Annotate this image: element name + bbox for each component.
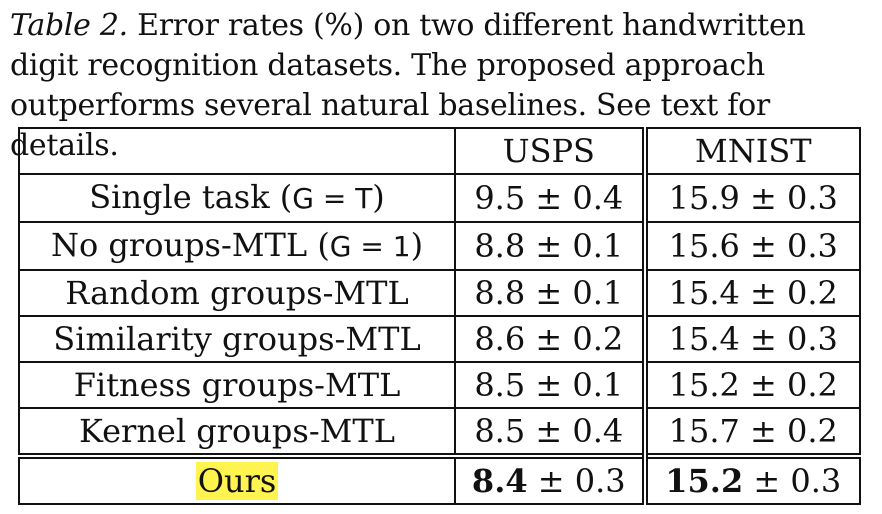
usps-cell: 8.8 ± 0.1 xyxy=(454,269,648,317)
usps-std: ± 0.4 xyxy=(525,179,624,217)
method-cell-ours: Ours xyxy=(17,453,457,505)
mnist-cell: 15.6 ± 0.3 xyxy=(643,221,862,271)
method-label-end: ) xyxy=(410,226,424,264)
mnist-value: 15.4 xyxy=(668,274,740,312)
method-cell: Similarity groups-MTL xyxy=(17,315,457,363)
usps-value-ours: 8.4 xyxy=(471,462,528,500)
mnist-cell: 15.4 ± 0.2 xyxy=(643,269,862,317)
usps-cell: 8.5 ± 0.1 xyxy=(454,361,648,409)
mnist-value: 15.6 xyxy=(668,227,740,265)
usps-value: 9.5 xyxy=(474,179,526,217)
mnist-value-ours: 15.2 xyxy=(665,462,744,500)
mnist-cell: 15.4 ± 0.3 xyxy=(643,315,862,363)
usps-value: 8.8 xyxy=(474,274,526,312)
method-label: Single task ( xyxy=(89,178,293,216)
table-row: No groups-MTL (G = 1) 8.8 ± 0.1 15.6 ± 0… xyxy=(17,221,862,271)
method-cell: Random groups-MTL xyxy=(17,269,457,317)
mnist-std: ± 0.3 xyxy=(739,320,838,358)
table-header-row: USPS MNIST xyxy=(17,127,862,175)
caption-label: Table 2. xyxy=(10,8,128,43)
usps-value: 8.5 xyxy=(474,412,526,450)
mnist-std: ± 0.2 xyxy=(739,366,838,404)
usps-cell: 8.6 ± 0.2 xyxy=(454,315,648,363)
mnist-std: ± 0.3 xyxy=(739,179,838,217)
mnist-std: ± 0.3 xyxy=(739,227,838,265)
mnist-value: 15.9 xyxy=(668,179,740,217)
header-usps: USPS xyxy=(454,127,648,175)
mnist-value: 15.7 xyxy=(668,412,740,450)
table-row: Random groups-MTL 8.8 ± 0.1 15.4 ± 0.2 xyxy=(17,269,862,317)
header-mnist: MNIST xyxy=(643,127,862,175)
method-cell: Single task (G = T) xyxy=(17,173,457,223)
table-row-ours: Ours 8.4 ± 0.3 15.2 ± 0.3 xyxy=(17,453,862,505)
mnist-std-ours: ± 0.3 xyxy=(743,462,842,500)
table-row: Kernel groups-MTL 8.5 ± 0.4 15.7 ± 0.2 xyxy=(17,407,862,457)
method-cell: No groups-MTL (G = 1) xyxy=(17,221,457,271)
usps-cell: 9.5 ± 0.4 xyxy=(454,173,648,223)
usps-cell: 8.8 ± 0.1 xyxy=(454,221,648,271)
usps-cell-ours: 8.4 ± 0.3 xyxy=(454,453,648,505)
usps-std: ± 0.1 xyxy=(525,227,624,265)
mnist-cell: 15.7 ± 0.2 xyxy=(643,407,862,457)
table-row: Similarity groups-MTL 8.6 ± 0.2 15.4 ± 0… xyxy=(17,315,862,363)
usps-std: ± 0.4 xyxy=(525,412,624,450)
mnist-cell-ours: 15.2 ± 0.3 xyxy=(643,453,862,505)
method-symbol: G = T xyxy=(292,182,373,215)
usps-std: ± 0.1 xyxy=(525,366,624,404)
method-label: No groups-MTL ( xyxy=(50,226,330,264)
method-symbol: G = 1 xyxy=(329,230,411,263)
header-method xyxy=(17,127,457,175)
table-row: Single task (G = T) 9.5 ± 0.4 15.9 ± 0.3 xyxy=(17,173,862,223)
usps-std: ± 0.2 xyxy=(525,320,624,358)
usps-value: 8.6 xyxy=(474,320,526,358)
results-table: USPS MNIST Single task (G = T) 9.5 ± 0.4… xyxy=(17,127,862,505)
usps-std: ± 0.1 xyxy=(525,274,624,312)
mnist-value: 15.2 xyxy=(668,366,740,404)
mnist-cell: 15.2 ± 0.2 xyxy=(643,361,862,409)
usps-cell: 8.5 ± 0.4 xyxy=(454,407,648,457)
usps-std-ours: ± 0.3 xyxy=(527,462,626,500)
method-label-end: ) xyxy=(372,178,385,216)
ours-highlight: Ours xyxy=(195,462,279,500)
mnist-std: ± 0.2 xyxy=(739,274,838,312)
mnist-cell: 15.9 ± 0.3 xyxy=(643,173,862,223)
mnist-std: ± 0.2 xyxy=(739,412,838,450)
table-row: Fitness groups-MTL 8.5 ± 0.1 15.2 ± 0.2 xyxy=(17,361,862,409)
method-cell: Kernel groups-MTL xyxy=(17,407,457,457)
usps-value: 8.8 xyxy=(474,227,526,265)
method-cell: Fitness groups-MTL xyxy=(17,361,457,409)
usps-value: 8.5 xyxy=(474,366,526,404)
mnist-value: 15.4 xyxy=(668,320,740,358)
